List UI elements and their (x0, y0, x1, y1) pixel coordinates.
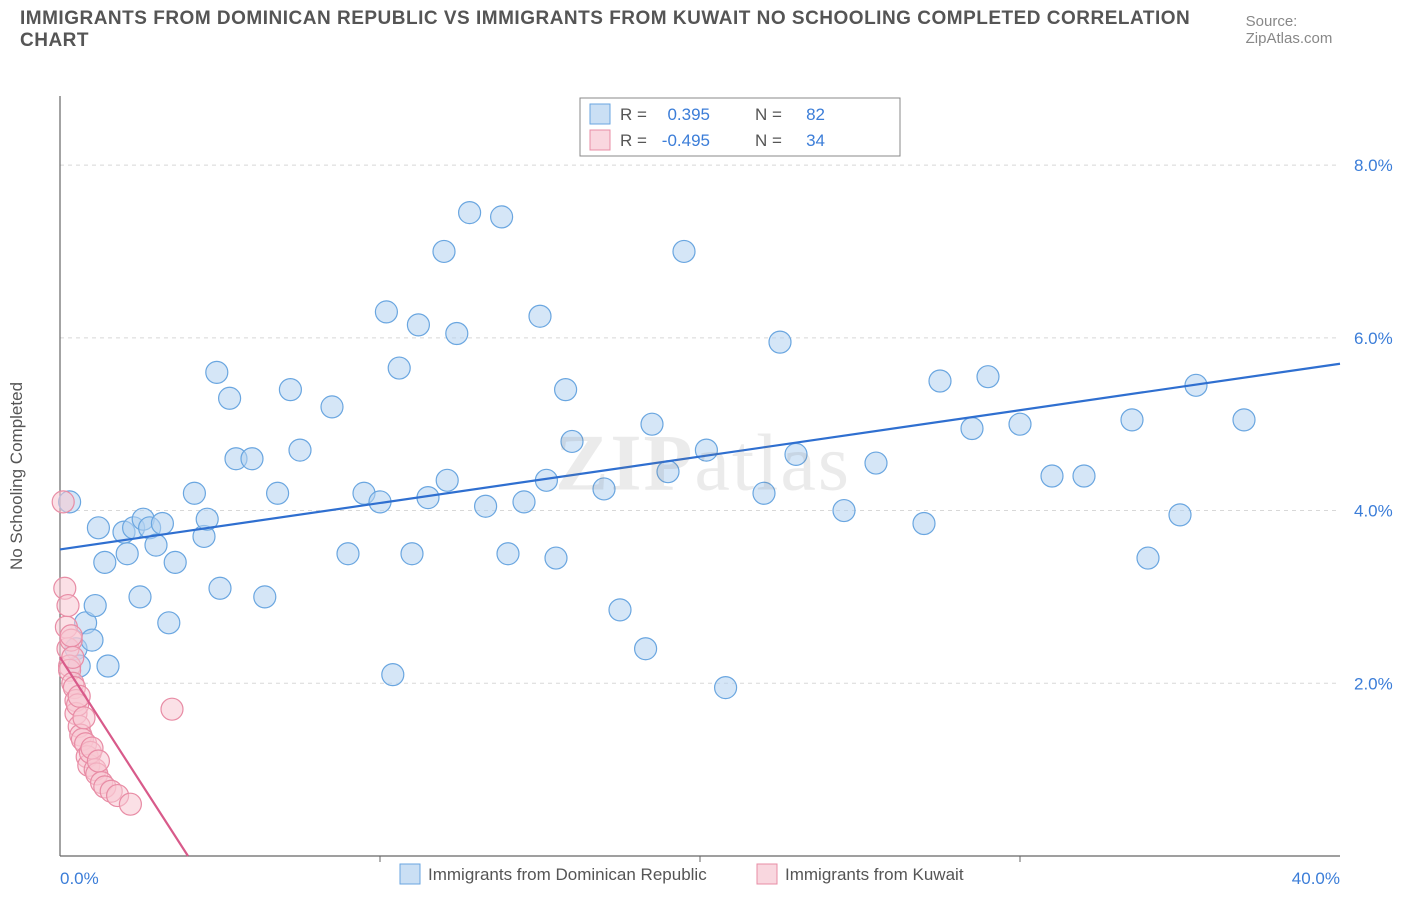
svg-text:R =: R = (620, 131, 647, 150)
svg-text:0.0%: 0.0% (60, 869, 99, 888)
source-label: Source: ZipAtlas.com (1246, 13, 1386, 47)
svg-text:82: 82 (806, 105, 825, 124)
svg-text:2.0%: 2.0% (1354, 674, 1393, 693)
chart-title: IMMIGRANTS FROM DOMINICAN REPUBLIC VS IM… (20, 8, 1246, 52)
svg-text:34: 34 (806, 131, 825, 150)
svg-text:0.395: 0.395 (667, 105, 710, 124)
svg-text:N =: N = (755, 105, 782, 124)
svg-text:40.0%: 40.0% (1292, 869, 1340, 888)
source-link[interactable]: ZipAtlas.com (1246, 30, 1333, 47)
svg-text:-0.495: -0.495 (662, 131, 710, 150)
svg-text:6.0%: 6.0% (1354, 329, 1393, 348)
svg-text:Immigrants from Dominican Repu: Immigrants from Dominican Republic (428, 865, 707, 884)
svg-text:Immigrants from Kuwait: Immigrants from Kuwait (785, 865, 964, 884)
svg-text:No Schooling Completed: No Schooling Completed (7, 382, 26, 570)
svg-text:8.0%: 8.0% (1354, 156, 1393, 175)
svg-text:4.0%: 4.0% (1354, 502, 1393, 521)
svg-text:R =: R = (620, 105, 647, 124)
svg-text:N =: N = (755, 131, 782, 150)
scatter-chart: 2.0% 4.0% 6.0% 8.0% 0.0% 40.0% No Schooling Co… (0, 56, 1406, 906)
chart-container: 2.0% 4.0% 6.0% 8.0% 0.0% 40.0% No Schooling Co… (0, 56, 1406, 906)
